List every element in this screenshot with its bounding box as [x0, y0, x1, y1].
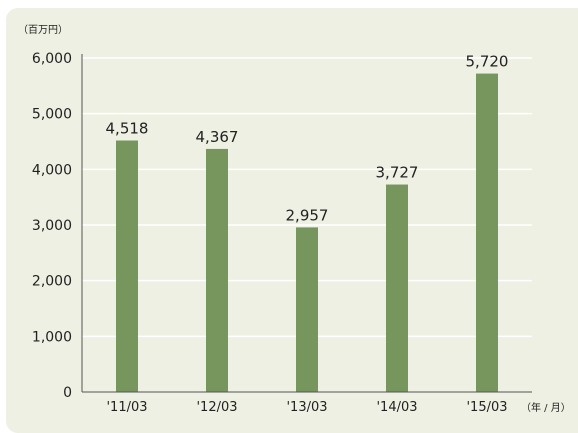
data-label-0: 4,518	[106, 119, 149, 137]
y-tick-label-5: 5,000	[32, 107, 72, 123]
x-tick-label-1: '12/03	[196, 400, 237, 415]
x-axis-unit-label: （年 / 月）	[521, 401, 571, 414]
x-tick-label-4: '15/03	[466, 400, 507, 415]
y-tick-label-2: 2,000	[32, 274, 72, 290]
bar-0	[116, 140, 138, 392]
y-tick-label-4: 4,000	[32, 162, 72, 178]
bar-3	[386, 184, 408, 392]
y-tick-label-1: 1,000	[32, 329, 72, 345]
bar-2	[296, 227, 318, 392]
data-label-3: 3,727	[376, 164, 419, 182]
x-tick-label-3: '14/03	[376, 400, 417, 415]
y-tick-label-6: 6,000	[32, 51, 72, 67]
y-tick-label-3: 3,000	[32, 218, 72, 234]
labels: 0 1,000 2,000 3,000 4,000 5,000 6,000 4,518 '11/…	[32, 51, 509, 415]
data-label-4: 5,720	[466, 53, 509, 71]
bar-1	[206, 148, 228, 392]
axes	[81, 54, 532, 393]
y-axis-unit-label: （百万円）	[18, 24, 68, 36]
data-label-1: 4,367	[196, 128, 239, 146]
x-tick-label-0: '11/03	[106, 400, 147, 415]
data-label-2: 2,957	[286, 206, 329, 224]
bars	[116, 73, 498, 392]
y-tick-label-0: 0	[63, 385, 72, 401]
x-tick-label-2: '13/03	[286, 400, 327, 415]
bar-4	[476, 73, 498, 392]
